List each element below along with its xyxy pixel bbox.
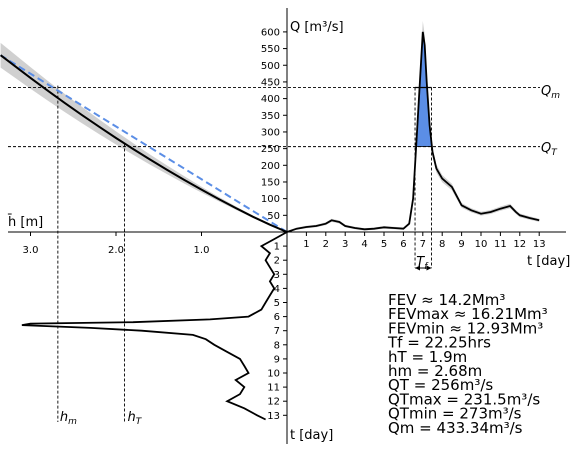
q-tick-label: 50 [267,211,280,222]
reference-lines [8,85,540,422]
annotations: Qm QT hm hT Tf [60,84,560,427]
hm-annotation: hm [60,410,77,427]
depth-series-line [21,231,288,421]
rating-curve-band [0,42,287,233]
h-tick-label: 1.0 [194,245,210,256]
t-down-tick-label: 9 [274,354,280,365]
h-axis-label: h̄ [m] [7,215,43,230]
t-tick-label: 4 [361,239,367,250]
t-down-tick-label: 11 [267,383,280,394]
t-down-tick-label: 7 [274,326,280,337]
t-tick-label: 5 [381,239,387,250]
q-tick-label: 150 [261,177,280,188]
stat-line: QTmax = 231.5m³/s [388,390,540,408]
t-tick-label: 6 [400,239,406,250]
ht-annotation: hT [128,410,143,427]
stat-line: FEV ≈ 14.2Mm³ [388,291,505,309]
h-tick-label: 3.0 [23,245,39,256]
tf-arrow-head-left [415,265,420,271]
t-down-tick-label: 8 [274,340,280,351]
data-series [0,31,540,421]
q-tick-label: 100 [261,194,280,205]
stat-line: hT = 1.9m [388,348,467,366]
t-tick-label: 13 [533,239,546,250]
t-down-tick-label: 12 [267,397,280,408]
axes [8,8,566,444]
t-axis-label-bottom: t [day] [290,428,333,443]
q-tick-label: 300 [261,127,280,138]
q-tick-label: 400 [261,94,280,105]
t-tick-label: 10 [475,239,488,250]
stat-line: Tf = 22.25hrs [387,334,491,352]
t-down-tick-label: 2 [274,256,280,267]
t-down-tick-label: 1 [274,242,280,253]
q-tick-label: 200 [261,161,280,172]
q-tick-label: 350 [261,111,280,122]
stat-line: hm = 2.68m [388,362,482,380]
t-axis-label-right: t [day] [527,254,570,269]
t-down-tick-label: 3 [274,270,280,281]
q-tick-label: 250 [261,144,280,155]
q-tick-label: 550 [261,44,280,55]
t-tick-label: 12 [513,239,526,250]
t-down-tick-label: 13 [267,411,280,422]
rating-linear-fit-line [0,54,288,233]
t-tick-label: 3 [342,239,348,250]
stat-line: QTmin = 273m³/s [388,405,522,423]
t-tick-label: 2 [323,239,329,250]
rating-curve-line [0,54,288,233]
tf-annotation: Tf [416,255,429,272]
q-tick-label: 500 [261,61,280,72]
t-tick-label: 1 [303,239,309,250]
t-down-tick-label: 10 [267,369,280,380]
h-tick-label: 2.0 [108,245,124,256]
t-down-tick-label: 4 [274,284,280,295]
t-down-tick-label: 6 [274,312,280,323]
q-tick-label: 600 [261,27,280,38]
t-tick-label: 9 [458,239,464,250]
stat-line: FEVmin ≈ 12.93Mm³ [388,319,543,337]
t-tick-label: 11 [494,239,507,250]
qm-annotation: Qm [541,84,560,101]
q-tick-label: 450 [261,77,280,88]
stat-line: FEVmax ≈ 16.21Mm³ [388,305,548,323]
hydrograph-line [286,31,540,233]
t-down-tick-label: 5 [274,298,280,309]
tf-arrow-head-right [426,265,432,271]
q-axis-label: Q [m³/s] [290,20,344,35]
t-tick-label: 8 [439,239,445,250]
stat-line: QT = 256m³/s [388,376,493,394]
stat-line: Qm = 433.34m³/s [388,419,523,437]
t-tick-label: 7 [420,239,426,250]
qt-annotation: QT [541,141,558,158]
axis-labels: Q [m³/s] h̄ [m] t [day] t [day] [7,20,570,443]
